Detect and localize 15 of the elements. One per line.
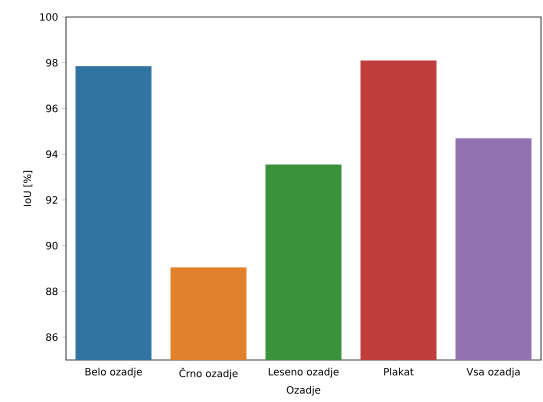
y-tick-label: 88 bbox=[46, 288, 58, 296]
x-axis-title: Ozadje bbox=[286, 386, 320, 396]
x-tick-label: Leseno ozadje bbox=[268, 368, 339, 378]
x-tick-label: Belo ozadje bbox=[86, 368, 142, 378]
x-tick-label: Črno ozadje bbox=[179, 368, 238, 380]
y-tick-label: 94 bbox=[46, 150, 58, 158]
y-tick-label: 92 bbox=[46, 196, 58, 204]
x-tick-label: Vsa ozadja bbox=[466, 368, 520, 378]
y-tick-label: 90 bbox=[46, 242, 58, 250]
y-tick-label: 98 bbox=[46, 58, 58, 67]
y-tick-label: 100 bbox=[40, 13, 58, 21]
y-axis-title: IoU [%] bbox=[23, 170, 32, 206]
y-tick-label: 96 bbox=[46, 104, 58, 112]
x-tick-label: Plakat bbox=[384, 368, 414, 376]
y-tick-label: 86 bbox=[46, 333, 58, 341]
